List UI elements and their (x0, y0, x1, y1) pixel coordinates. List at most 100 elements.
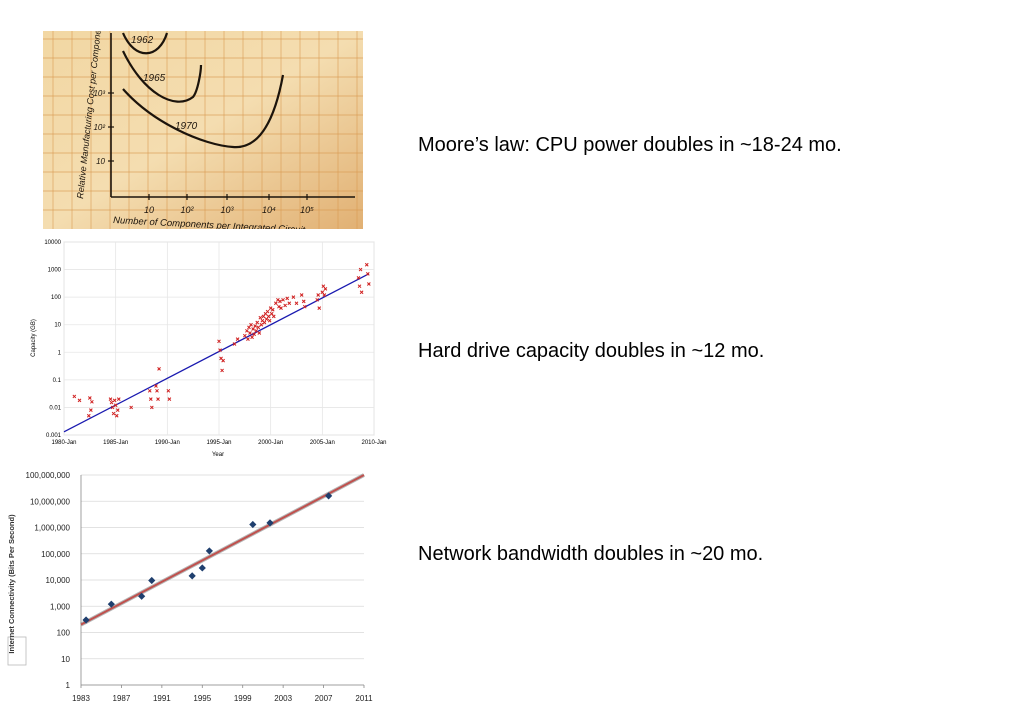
y-tick-label: 0.01 (49, 405, 61, 411)
data-point-stroke (77, 398, 82, 403)
data-point-stroke (281, 297, 285, 302)
data-point (265, 309, 270, 314)
grid (63, 241, 375, 436)
y-tick-label: 100 (57, 629, 71, 638)
x-tick-label: 1991 (153, 694, 171, 703)
x-axis-label: Year (212, 452, 224, 458)
data-point (291, 295, 296, 299)
data-point-stroke (257, 331, 262, 335)
data-point-stroke (252, 332, 256, 337)
data-point (323, 286, 328, 291)
data-point-stroke (108, 397, 113, 401)
data-point-stroke (271, 314, 276, 319)
data-point (156, 397, 160, 401)
data-point (157, 367, 161, 371)
data-point (166, 388, 171, 393)
data-point-stroke (254, 328, 259, 333)
y-tick-label: 10000 (44, 240, 61, 246)
data-point (302, 304, 307, 309)
data-point-stroke (115, 408, 120, 412)
network-bandwidth-chart: 1 10 100 1,000 10,000 100,000 1,000,000 10,000,… (7, 471, 373, 703)
y-tick-label: 1 (58, 350, 62, 356)
data-point (149, 405, 154, 410)
data-point (242, 333, 247, 338)
data-point-stroke (258, 315, 263, 320)
data-point (218, 348, 222, 352)
data-point-stroke (246, 337, 250, 341)
y-axis-label: Capacity (GB) (31, 319, 37, 357)
data-point-stroke (320, 290, 325, 295)
data-point-stroke (287, 301, 292, 306)
data-point-stroke (86, 413, 91, 418)
data-point (154, 384, 158, 388)
data-point-stroke (359, 290, 364, 295)
data-point (273, 301, 278, 306)
data-point (155, 388, 159, 393)
data-point (72, 394, 77, 399)
data-point-stroke (221, 358, 225, 363)
data-point-stroke (253, 324, 258, 328)
y-tick-label: 1,000,000 (34, 524, 70, 533)
x-tick-label: 2011 (355, 694, 373, 703)
data-point (87, 396, 92, 400)
data-point (250, 335, 254, 340)
data-point (248, 331, 252, 335)
data-point-stroke (251, 327, 255, 331)
y-tick-label: 10,000 (46, 576, 71, 585)
y-tick-label: 1000 (48, 268, 62, 274)
grid (80, 474, 364, 686)
data-point (148, 576, 156, 585)
y-tick-labels: 1 10 100 1,000 10,000 100,000 1,000,000 10,000,… (26, 471, 71, 690)
x-tick-label: 1995-Jan (206, 440, 231, 446)
caption-network: Network bandwidth doubles in ~20 mo. (418, 543, 764, 565)
data-point (114, 413, 119, 418)
data-point-stroke (111, 411, 116, 416)
data-point (116, 397, 121, 401)
data-point-stroke (364, 262, 369, 267)
data-point (294, 301, 299, 306)
data-point (255, 320, 260, 325)
data-point (258, 315, 263, 320)
data-point (198, 564, 206, 572)
data-point-stroke (154, 384, 158, 388)
data-point (109, 400, 114, 405)
x-tick-label: 2007 (315, 694, 333, 703)
data-point-stroke (255, 320, 260, 325)
data-point-stroke (279, 306, 283, 310)
y-tick-label: 0.1 (53, 378, 62, 384)
data-point-stroke (317, 306, 322, 310)
data-point (245, 328, 249, 333)
x-tick-label: 2003 (274, 694, 292, 703)
x-tick-label: 1983 (72, 694, 90, 703)
label-1970: 1970 (175, 121, 198, 132)
data-point (266, 314, 271, 319)
data-point (364, 262, 369, 267)
data-point (301, 299, 306, 304)
curve-1965 (122, 50, 203, 103)
y-tick-label: 10 (96, 157, 105, 166)
data-point-stroke (365, 271, 370, 276)
x-tick-label: 1985-Jan (103, 440, 128, 446)
data-point-stroke (112, 398, 117, 403)
data-point-stroke (217, 339, 221, 344)
data-point (129, 405, 134, 410)
data-point-stroke (265, 309, 270, 314)
data-point (285, 296, 290, 301)
data-point (113, 403, 118, 408)
data-point-stroke (262, 320, 267, 325)
data-point-stroke (113, 403, 118, 408)
data-point-stroke (235, 337, 240, 341)
data-point (299, 293, 304, 297)
data-point-stroke (220, 368, 224, 373)
data-point-stroke (218, 348, 222, 352)
data-point (112, 398, 117, 403)
data-point-stroke (299, 293, 304, 297)
label-1962: 1962 (131, 35, 154, 46)
y-tick-label: 10,000,000 (30, 497, 71, 506)
data-point-stroke (147, 388, 152, 393)
data-point (147, 388, 152, 393)
trend-line (80, 474, 365, 626)
data-point (325, 492, 333, 500)
data-point-stroke (166, 388, 171, 393)
y-tick-label: 10³ (93, 89, 105, 98)
